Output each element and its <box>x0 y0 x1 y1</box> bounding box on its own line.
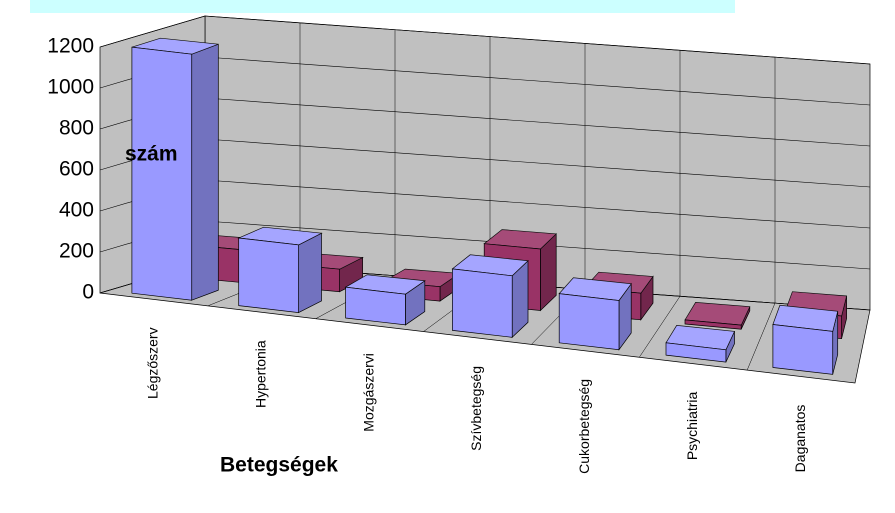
bar-front <box>345 286 406 326</box>
bar <box>558 277 632 351</box>
bar <box>772 304 839 375</box>
bar-side-shade <box>512 260 528 338</box>
divider <box>746 303 776 371</box>
x-axis-label: Betegségek <box>220 454 338 477</box>
bar-front <box>131 46 193 301</box>
bar-front <box>684 319 742 330</box>
bar <box>684 302 751 330</box>
grid-line <box>99 15 871 65</box>
bar <box>237 226 323 314</box>
x-tick-label: Hypertonia <box>253 340 269 408</box>
bar-top-light <box>772 305 838 332</box>
bar-top-light <box>685 302 750 326</box>
y-tick-label: 400 <box>59 199 94 222</box>
bar-top-light <box>238 227 322 245</box>
bar-front <box>665 342 727 363</box>
bar-side-shade <box>619 283 632 350</box>
x-tick-label: Szívbetegség <box>468 366 484 451</box>
bar-side-shade <box>725 331 735 363</box>
x-tick-label: Psychiatria <box>684 391 700 460</box>
bar-top-light <box>131 38 219 55</box>
bar <box>665 325 736 363</box>
y-tick-label: 1000 <box>47 76 94 99</box>
x-tick-label: Mozgászervi <box>360 353 376 432</box>
bar-side-shade <box>540 233 557 311</box>
bar-side-shade <box>640 276 653 320</box>
bar-top-light <box>666 325 735 350</box>
bar <box>451 254 529 339</box>
x-tick-label: Légzőszerv <box>145 327 161 399</box>
bar-top-light <box>452 254 528 276</box>
bar-top-light <box>559 277 632 301</box>
bar-side-shade <box>298 233 322 313</box>
y-axis-label: szám <box>125 143 178 166</box>
bar-front <box>452 268 513 338</box>
y-tick-label: 1200 <box>47 35 94 58</box>
bar-side-shade <box>405 280 425 325</box>
title-band <box>30 0 735 13</box>
x-tick-label: Cukorbetegség <box>576 379 592 474</box>
x-tick-label: Daganatos <box>792 405 808 473</box>
bar-front <box>558 293 620 351</box>
y-tick-label: 600 <box>59 158 94 181</box>
bar-side-shade <box>339 257 363 292</box>
bar <box>344 274 426 326</box>
bar-side-shade <box>741 306 750 330</box>
bar-front <box>238 237 299 313</box>
bar-front <box>772 324 834 375</box>
divider <box>639 296 681 358</box>
y-tick-label: 0 <box>82 281 94 304</box>
y-tick-label: 800 <box>59 117 94 140</box>
bar-side-shade <box>191 44 219 301</box>
y-tick-label: 200 <box>59 240 94 263</box>
bar <box>131 37 219 301</box>
bar-side-shade <box>841 296 847 339</box>
bars <box>131 37 848 375</box>
bar-top-light <box>484 229 557 249</box>
